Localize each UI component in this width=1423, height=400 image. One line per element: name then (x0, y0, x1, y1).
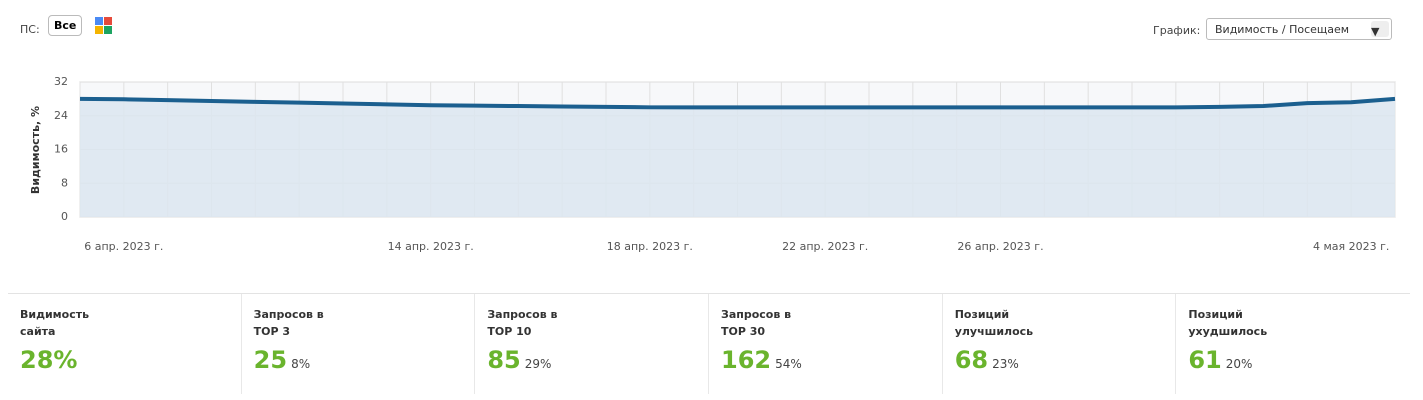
stat-title: Позиций улучшилось (955, 306, 1176, 340)
stat-title: Запросов в TOP 3 (254, 306, 475, 340)
stat-value-row: 25 8% (254, 346, 475, 374)
stat-title-line: TOP 10 (487, 325, 532, 338)
stat-title-line: Позиций (954, 308, 1010, 321)
stat-value-row: 61 20% (1188, 346, 1410, 374)
x-tick-label: 4 мая 2023 г. (1313, 240, 1389, 253)
stat-title-line: Видимость (20, 308, 90, 321)
ps-button[interactable]: Все (48, 15, 83, 36)
stat-value-row: 85 29% (487, 346, 708, 374)
chart: Видимость, % 0 8 16 24 32 6 апр. 2023 г. 14 ап… (29, 75, 1396, 253)
stat-title-line: Запросов в (721, 308, 792, 321)
ps-label: ПС: (20, 23, 40, 36)
y-tick-label: 16 (54, 143, 68, 156)
stat-title-line: Запросов в (487, 308, 558, 321)
stat-title: Видимость сайта (20, 306, 241, 340)
search-engine-icon[interactable] (93, 15, 115, 37)
stat-percent: 29% (524, 357, 552, 371)
graph-label: График: (1153, 24, 1201, 37)
graph-select[interactable]: Видимость / Посещаем ▼ (1206, 18, 1392, 40)
stat-value: 85 (487, 346, 521, 374)
stat-percent: 20% (1225, 357, 1253, 371)
stat-title: Запросов в TOP 10 (487, 306, 708, 340)
stat-title-line: TOP 30 (721, 325, 766, 338)
y-tick-label: 8 (61, 176, 68, 189)
stat-value: 28% (20, 346, 78, 374)
stat-value-row: 28% (20, 346, 241, 374)
stat-value: 162 (721, 346, 772, 374)
graph-select-text: Видимость / Посещаем (1215, 23, 1350, 36)
x-tick-label: 26 апр. 2023 г. (957, 240, 1043, 253)
x-tick-label: 22 апр. 2023 г. (782, 240, 868, 253)
stat-title-line: сайта (20, 325, 56, 338)
x-tick-label: 6 апр. 2023 г. (84, 240, 163, 253)
dropdown-arrow[interactable]: ▼ (1371, 21, 1389, 38)
stat-value: 25 (253, 346, 288, 374)
stat-item: Запросов в TOP 30 162 54% (709, 294, 943, 394)
stat-title-line: Запросов в (253, 308, 324, 321)
y-tick-label: 24 (54, 109, 68, 122)
stat-value-row: 68 23% (955, 346, 1176, 374)
stats-bar: Видимость сайта 28% Запросов в TOP 3 25 8% Запр… (8, 293, 1410, 394)
stat-title-line: TOP 3 (253, 325, 291, 338)
stat-title-line: ухудшилось (1188, 325, 1268, 338)
stat-item: Запросов в TOP 10 85 29% (475, 294, 710, 394)
stat-item: Позиций ухудшилось 61 20% (1176, 294, 1410, 394)
stat-value-row: 162 54% (721, 346, 942, 374)
x-tick-label: 14 апр. 2023 г. (388, 240, 474, 253)
y-axis-label: Видимость, % (29, 106, 42, 194)
y-tick-label: 0 (61, 210, 68, 223)
stat-item: Запросов в TOP 3 25 8% (242, 294, 476, 394)
stat-item: Позиций улучшилось 68 23% (943, 294, 1177, 394)
stat-title-line: Позиций (1188, 308, 1243, 321)
stat-percent: 8% (291, 357, 311, 371)
stat-percent: 54% (775, 357, 802, 371)
stat-value: 61 (1188, 346, 1222, 374)
line (79, 96, 1396, 110)
stat-title: Позиций ухудшилось (1188, 306, 1410, 340)
stat-percent: 23% (992, 357, 1019, 371)
y-tick-label: 32 (54, 75, 68, 88)
stat-item: Видимость сайта 28% (8, 294, 242, 394)
stat-title-line: улучшилось (954, 325, 1034, 338)
x-tick-label: 18 апр. 2023 г. (607, 240, 693, 253)
stat-title: Запросов в TOP 30 (721, 306, 942, 340)
area (80, 98, 1395, 217)
stat-value: 68 (954, 346, 989, 374)
